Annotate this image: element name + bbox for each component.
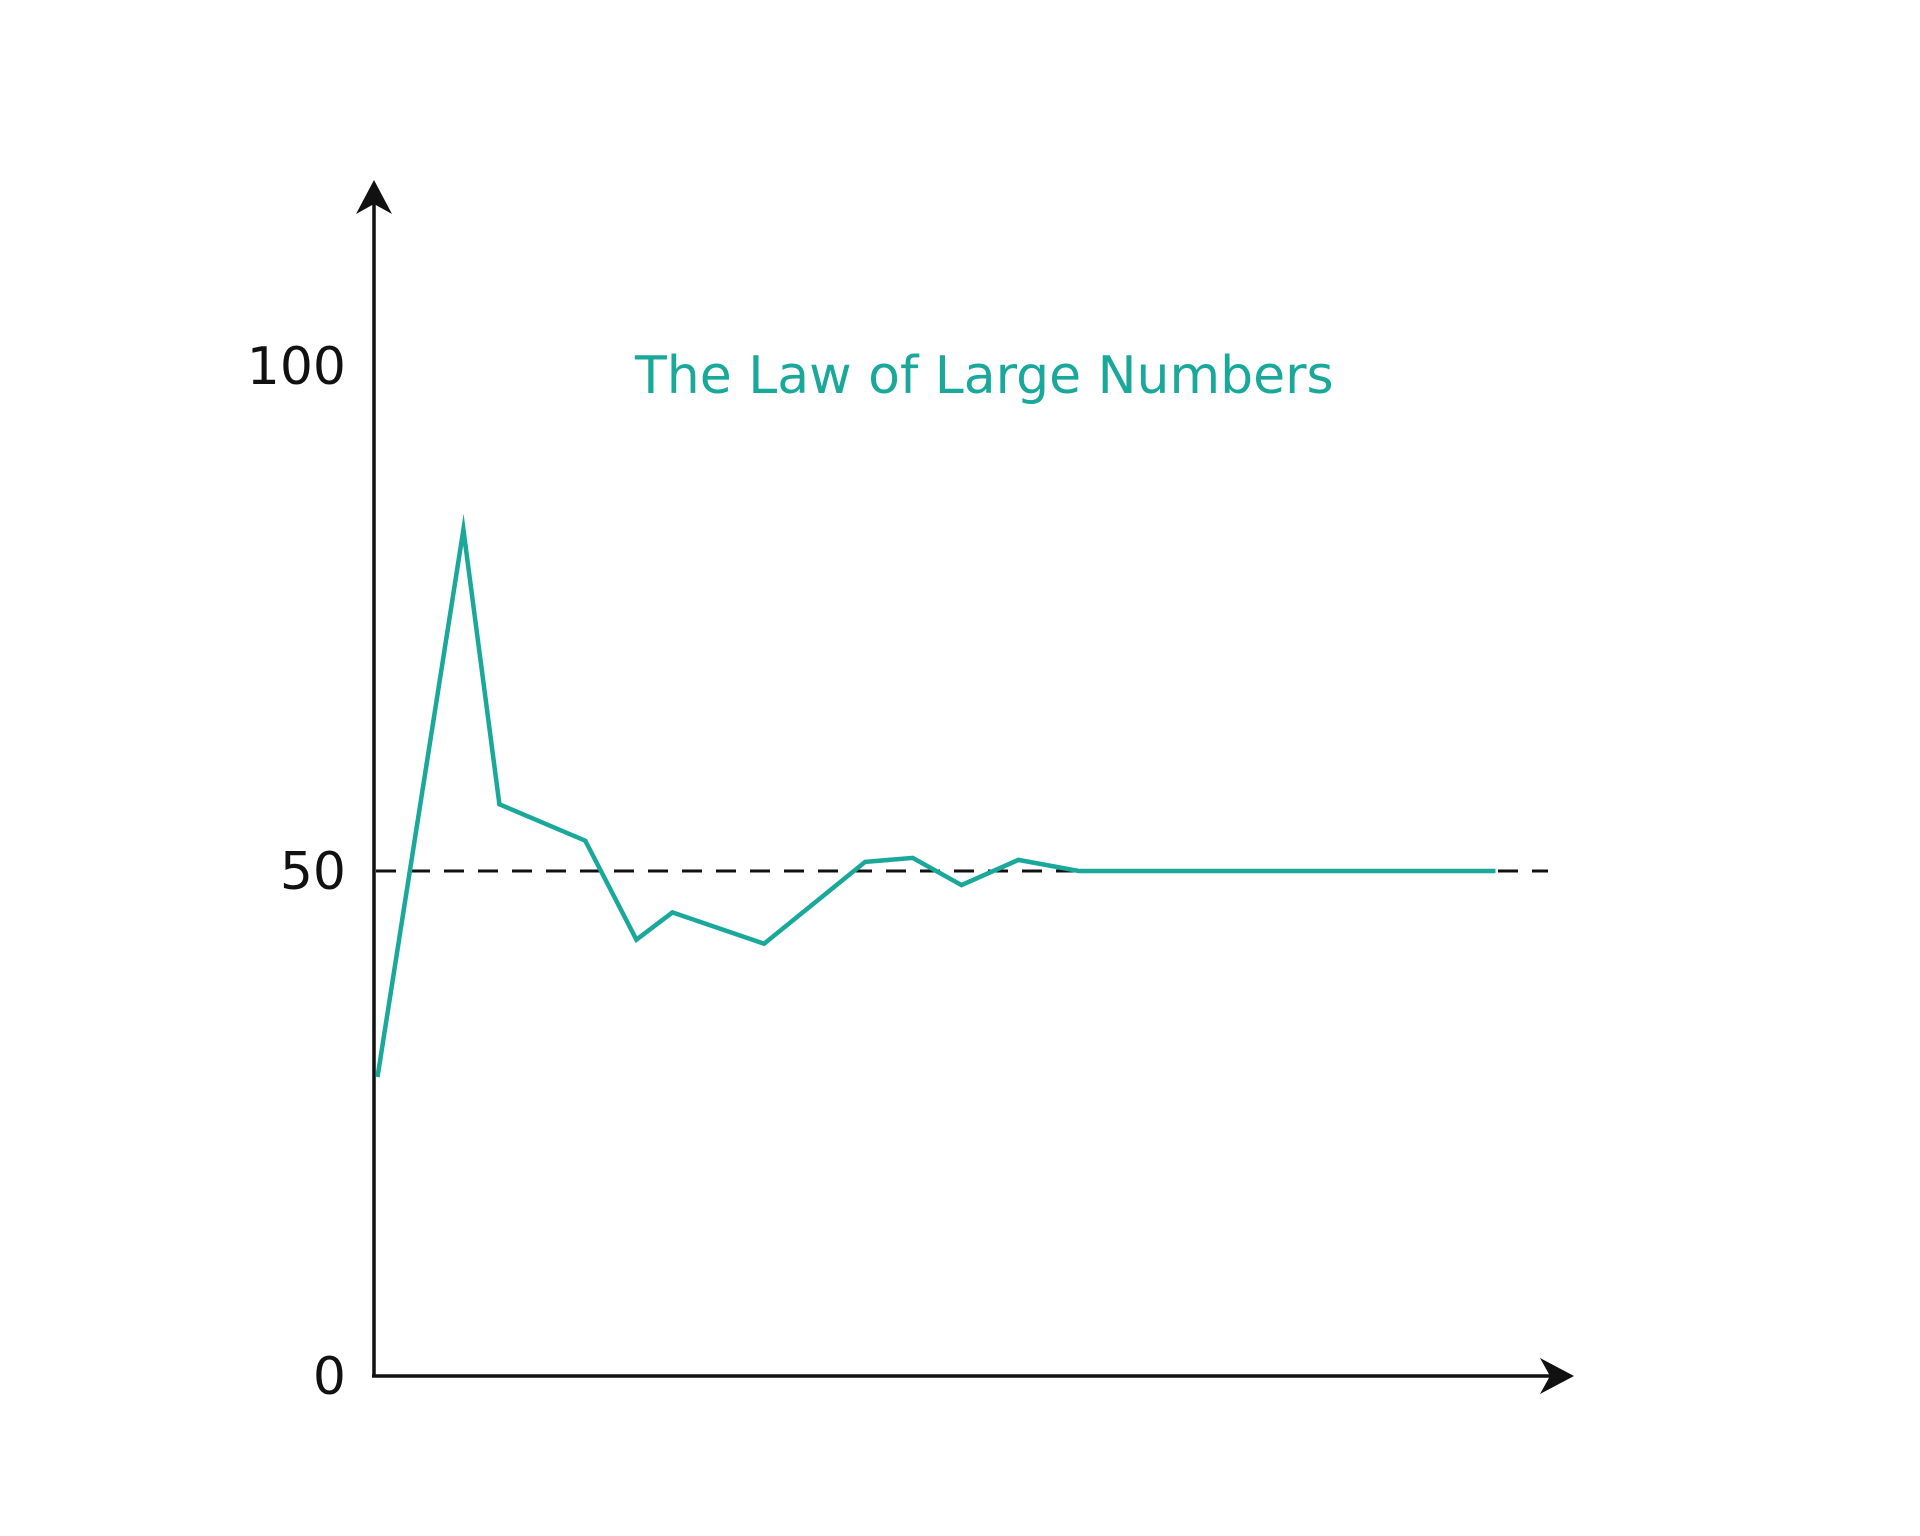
chart-title: The Law of Large Numbers	[634, 346, 1334, 406]
y-tick-label-50: 50	[280, 842, 346, 902]
x-axis-arrow	[1540, 1358, 1574, 1394]
series-layer	[375, 513, 1496, 1078]
y-tick-labels: 0 50 100	[247, 337, 346, 1407]
y-tick-label-0: 0	[313, 1347, 346, 1407]
y-tick-label-100: 100	[247, 337, 346, 397]
y-axis-arrow	[356, 180, 392, 214]
series-line-0	[375, 513, 1496, 1078]
